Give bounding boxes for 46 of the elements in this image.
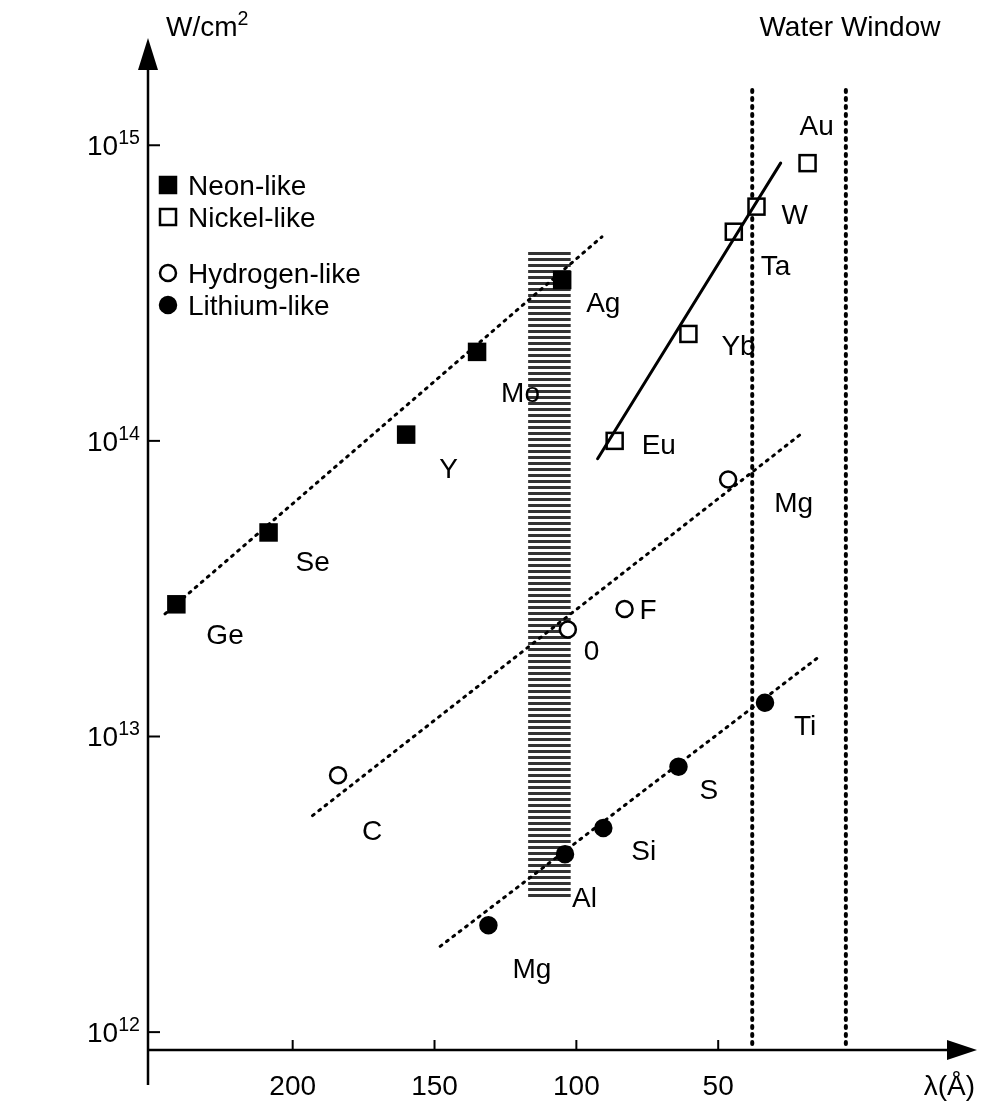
legend-label: Lithium-like	[188, 290, 330, 321]
annotation: C	[362, 815, 383, 847]
x-tick-label: 100	[553, 1070, 600, 1101]
annotation: Ta	[760, 249, 791, 281]
legend-label: Nickel-like	[188, 202, 316, 233]
x-tick-label: 150	[411, 1070, 458, 1101]
annotation: Ti	[794, 709, 817, 741]
annotation: Mg	[774, 486, 814, 518]
point	[259, 523, 278, 542]
annotation: Mg	[512, 953, 552, 985]
x-tick-label: 200	[269, 1070, 317, 1101]
point	[679, 324, 698, 344]
point	[798, 153, 817, 173]
annotation: Al	[572, 882, 597, 914]
y-tick-label: 10$^{15}$	[87, 126, 141, 162]
annotation: S	[699, 773, 719, 805]
x-axis-title: λ(Å)	[923, 1070, 975, 1101]
y-axis-title: W/cm$^{2}$	[166, 7, 249, 42]
point	[328, 765, 348, 785]
y-tick-label: 10$^{13}$	[87, 717, 141, 753]
annotation: Se	[295, 546, 330, 578]
legend-label: Hydrogen-like	[188, 258, 361, 289]
point	[594, 818, 613, 838]
annotation: Eu	[641, 428, 676, 460]
annotation: Yb	[721, 329, 756, 361]
annotation: Ge	[206, 619, 244, 651]
point	[167, 595, 186, 614]
annotation: 0	[583, 634, 600, 666]
point	[755, 693, 775, 713]
point	[718, 470, 738, 489]
annotation: Mo	[501, 376, 540, 408]
y-tick-label: 10$^{12}$	[87, 1013, 140, 1049]
annotation: Si	[631, 835, 657, 867]
annotation: Au	[799, 110, 834, 142]
legend-label: Neon-like	[188, 170, 307, 201]
text: Water Window	[759, 11, 942, 42]
annotation: Ag	[586, 287, 621, 319]
annotation: W	[781, 198, 809, 230]
annotation: Y	[439, 452, 459, 484]
point	[396, 425, 416, 444]
point	[558, 620, 578, 639]
annotation: F	[639, 593, 657, 625]
point	[615, 599, 634, 619]
point	[479, 915, 498, 935]
y-tick-label: 10$^{14}$	[87, 421, 141, 457]
x-tick-label: 50	[702, 1070, 734, 1101]
